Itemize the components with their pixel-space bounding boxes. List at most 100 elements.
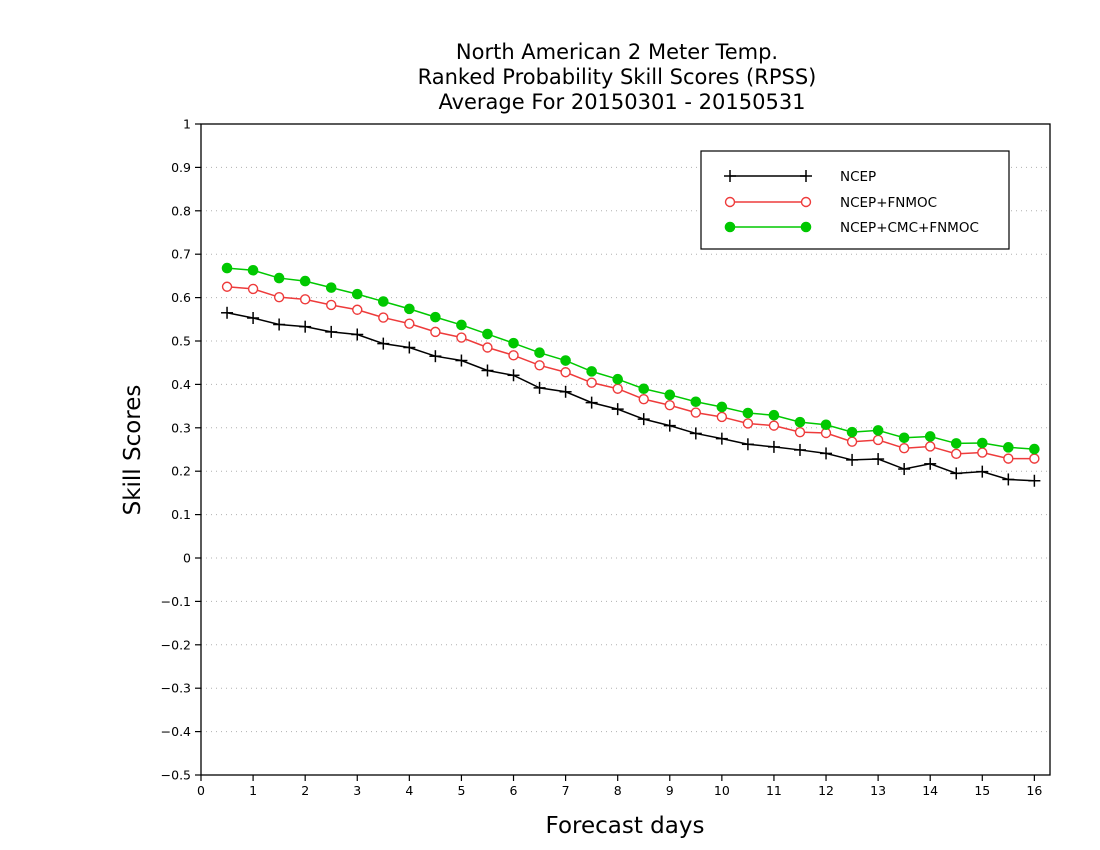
data-point	[820, 447, 833, 460]
legend-marker	[800, 196, 812, 208]
data-point	[403, 341, 416, 354]
axes: −0.5 −0.4 −0.3 −0.2 −0.1 0 0.1 0.2 0.3 0.4 0.5 0.6 0…	[120, 117, 1051, 839]
x-tick-label: 4	[405, 783, 413, 798]
data-point	[663, 419, 676, 432]
data-point	[715, 432, 728, 445]
title-line-2: Ranked Probability Skill Scores (RPSS)	[418, 65, 817, 89]
data-point	[533, 381, 546, 394]
x-tick-label: 2	[301, 783, 309, 798]
data-point	[951, 448, 962, 460]
y-tick-label: 0.8	[171, 203, 191, 218]
data-point	[507, 369, 520, 382]
y-tick-label: 0.1	[171, 507, 191, 522]
x-tick-label: 16	[1026, 783, 1042, 798]
data-point	[221, 281, 233, 292]
data-point	[976, 437, 988, 449]
data-point	[430, 326, 441, 338]
data-point	[742, 407, 754, 419]
data-point	[560, 367, 571, 378]
series-line	[226, 267, 1035, 450]
x-tick-label: 7	[562, 783, 570, 798]
data-point	[767, 440, 780, 453]
data-point	[716, 401, 728, 413]
data-point	[742, 418, 754, 429]
plot-frame	[200, 123, 1051, 776]
y-tick-label: 0.4	[171, 377, 191, 392]
data-point	[872, 425, 884, 436]
x-tick-label: 5	[457, 783, 465, 798]
data-point	[299, 294, 311, 305]
data-point	[638, 383, 650, 395]
y-tick-label: 0.2	[171, 464, 191, 479]
data-point	[221, 262, 233, 274]
data-point	[768, 409, 780, 421]
y-tick-label: 0.6	[171, 290, 191, 305]
data-point	[247, 311, 260, 324]
y-tick-label: −0.5	[161, 768, 191, 783]
x-tick-label: 3	[353, 783, 361, 798]
x-tick-label: 9	[666, 783, 674, 798]
data-point	[247, 283, 259, 295]
title-line-3: Average For 20150301 - 20150531	[438, 90, 805, 114]
data-point	[872, 434, 884, 446]
data-point	[299, 320, 312, 333]
data-point	[481, 364, 494, 377]
data-point	[1002, 473, 1015, 486]
data-point	[950, 438, 962, 449]
y-tick-label: 0.5	[171, 334, 191, 349]
data-point	[612, 373, 623, 385]
x-tick-label: 11	[766, 783, 782, 798]
data-point	[846, 436, 858, 447]
x-axis-title: Forecast days	[546, 813, 705, 839]
data-point	[976, 465, 989, 478]
data-point	[352, 304, 363, 315]
legend-marker	[800, 170, 812, 182]
data-point	[482, 342, 493, 353]
data-point	[794, 426, 806, 438]
data-point	[664, 400, 675, 411]
x-tick-label: 12	[818, 783, 834, 798]
data-point	[846, 426, 858, 438]
data-point	[820, 419, 832, 431]
data-point	[793, 443, 806, 456]
x-tick-label: 13	[870, 783, 886, 798]
data-point	[1003, 453, 1014, 464]
data-point	[430, 311, 441, 323]
data-point	[846, 453, 859, 466]
legend: NCEP NCEP+FNMOC NCEP+CMC+FNMOC	[700, 150, 1010, 250]
data-point	[273, 318, 286, 331]
gridlines	[201, 166, 1050, 733]
series-line	[226, 286, 1035, 460]
data-point	[689, 427, 702, 440]
data-point	[351, 328, 364, 341]
data-point	[586, 377, 597, 388]
x-tick-label: 1	[249, 783, 257, 798]
legend-label: NCEP+FNMOC	[840, 195, 937, 211]
data-point	[273, 291, 285, 303]
data-point	[924, 457, 937, 470]
data-point	[534, 360, 545, 371]
data-point	[898, 442, 910, 454]
data-point	[1028, 474, 1041, 487]
data-point	[664, 389, 676, 401]
x-tick-label: 14	[922, 783, 938, 798]
data-point	[455, 354, 468, 367]
y-tick-label: −0.3	[161, 681, 191, 696]
series	[221, 262, 1041, 487]
data-point	[404, 303, 415, 315]
data-point	[456, 332, 467, 343]
data-point	[273, 272, 285, 284]
x-tick-label: 15	[974, 783, 990, 798]
data-point	[429, 350, 442, 363]
x-tick-label: 8	[614, 783, 622, 798]
data-point	[325, 325, 338, 338]
data-point	[637, 413, 650, 426]
data-point	[690, 396, 702, 408]
data-point	[377, 337, 390, 350]
legend-box	[700, 150, 1010, 250]
data-point	[1029, 443, 1040, 455]
data-point	[534, 347, 545, 359]
data-point	[638, 393, 649, 405]
data-point	[716, 411, 728, 423]
